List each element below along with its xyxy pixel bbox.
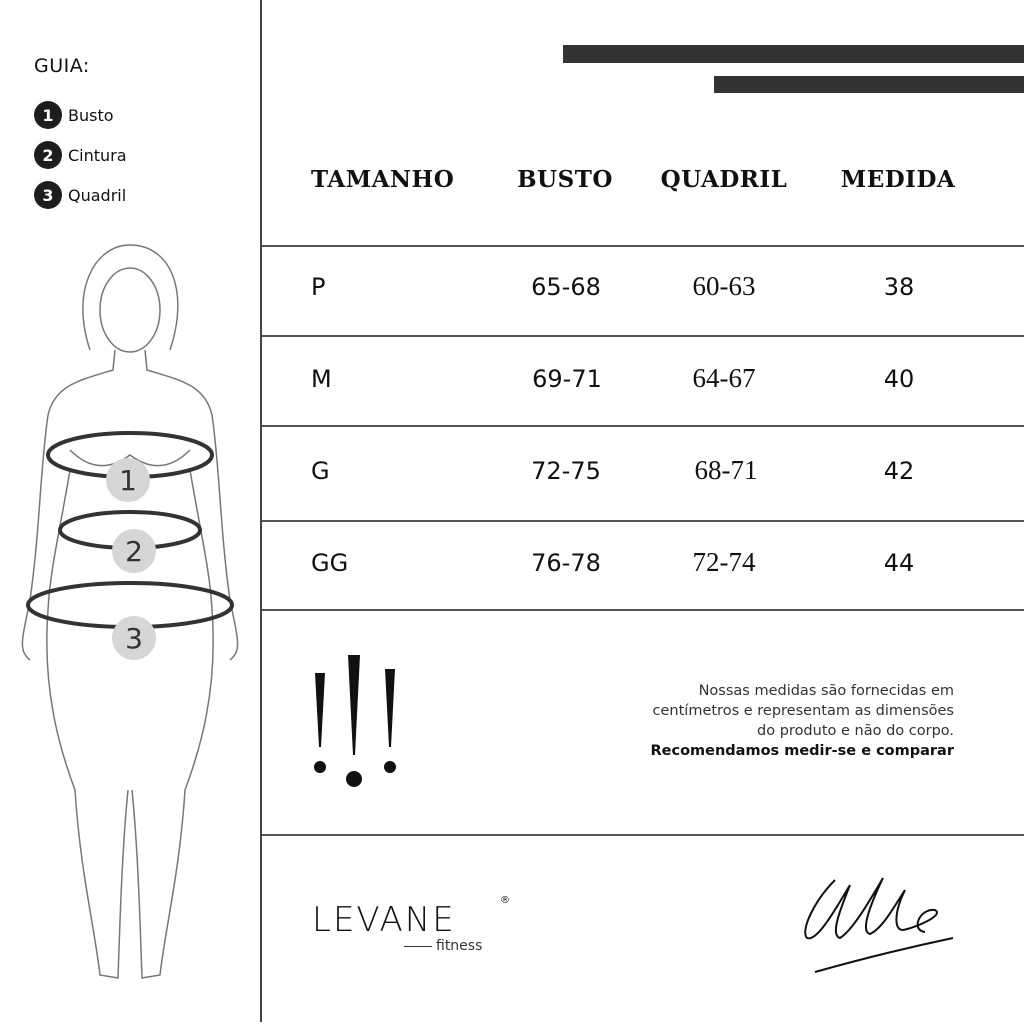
row-divider: [262, 245, 1024, 247]
medida-cell: 38: [883, 273, 915, 301]
marker-1-label: 1: [119, 464, 137, 497]
header-quadril: QUADRIL: [660, 166, 788, 193]
marker-2: [112, 529, 156, 573]
row-divider: [262, 425, 1024, 427]
marker-1: [106, 458, 150, 502]
number-badge: 2: [34, 141, 62, 169]
quadril-cell: 60-63: [692, 271, 756, 301]
guide-label: Busto: [68, 105, 114, 125]
header-medida: MEDIDA: [840, 166, 956, 193]
panel-divider: [260, 0, 262, 1022]
marker-3-label: 3: [125, 622, 143, 655]
number-badge: 3: [34, 181, 62, 209]
note-emphasis: Recomendamos medir-se e comparar: [650, 743, 954, 759]
medida-cell: 42: [883, 457, 915, 485]
guide-item-quadril: 3 Quadril: [34, 181, 126, 209]
row-divider: [262, 609, 1024, 611]
marker-3: [112, 616, 156, 660]
signature: [804, 877, 954, 973]
note-line: Nossas medidas são fornecidas em: [698, 683, 954, 699]
guide-title: GUIA:: [34, 55, 90, 77]
note-line: do produto e não do corpo.: [757, 723, 954, 739]
header-busto: BUSTO: [517, 166, 613, 193]
quadril-cell: 72-74: [692, 547, 756, 577]
quadril-cell: 64-67: [692, 363, 756, 393]
decorative-bar-top: [563, 45, 1024, 63]
medida-cell: 44: [883, 549, 915, 577]
note-line: centímetros e representam as dimensões: [652, 703, 954, 719]
number-badge: 1: [34, 101, 62, 129]
size-cell: P: [311, 273, 326, 301]
registered-mark: ®: [500, 895, 510, 906]
guide-item-busto: 1 Busto: [34, 101, 114, 129]
size-cell: G: [311, 457, 330, 485]
size-cell: GG: [311, 549, 349, 577]
busto-cell: 69-71: [532, 365, 602, 393]
busto-cell: 76-78: [531, 549, 601, 577]
body-figure-illustration: 1 2 3: [21, 244, 239, 979]
guide-label: Quadril: [68, 185, 127, 205]
exclamation-icon: [314, 655, 396, 787]
busto-cell: 65-68: [531, 273, 601, 301]
row-divider: [262, 520, 1024, 522]
measurement-note: Nossas medidas são fornecidas em centíme…: [650, 681, 954, 761]
quadril-cell: 68-71: [694, 455, 758, 485]
brand-logo: LEVANE: [312, 900, 456, 940]
brand-tagline: fitness: [404, 938, 482, 954]
decorative-bar-second: [714, 76, 1024, 93]
marker-2-label: 2: [125, 535, 143, 568]
size-cell: M: [311, 365, 332, 393]
tagline-text: fitness: [436, 938, 483, 954]
header-tamanho: TAMANHO: [311, 166, 455, 193]
row-divider: [262, 335, 1024, 337]
medida-cell: 40: [883, 365, 915, 393]
guide-item-cintura: 2 Cintura: [34, 141, 127, 169]
row-divider: [262, 834, 1024, 836]
guide-label: Cintura: [68, 145, 127, 165]
busto-cell: 72-75: [531, 457, 601, 485]
